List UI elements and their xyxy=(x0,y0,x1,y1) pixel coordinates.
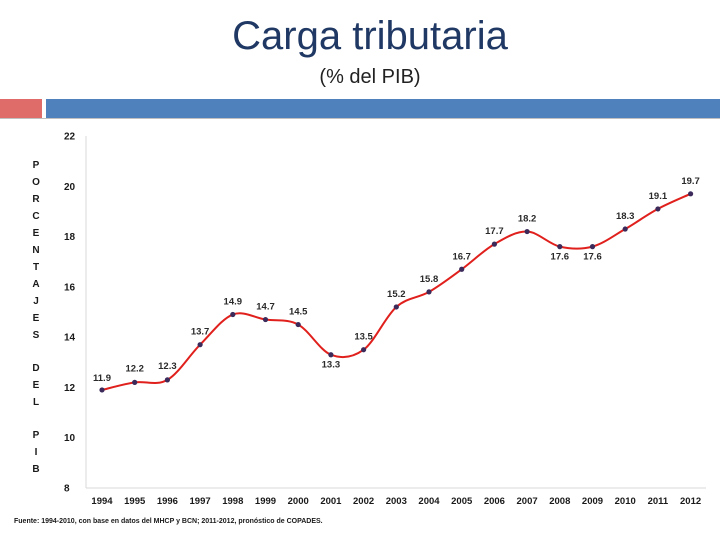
data-point xyxy=(589,244,596,250)
accent-bar-blue xyxy=(46,99,720,118)
data-point xyxy=(164,377,170,383)
data-label: 15.8 xyxy=(420,274,439,285)
x-tick-label: 2007 xyxy=(517,496,538,507)
series-markers xyxy=(99,191,694,393)
x-tick-label: 2008 xyxy=(549,496,570,507)
y-tick-label: 18 xyxy=(64,232,76,243)
page-title: Carga tributaria xyxy=(232,14,508,58)
page-subtitle: (% del PIB) xyxy=(319,66,421,88)
x-tick-label: 2000 xyxy=(288,496,309,507)
y-tick-label: 14 xyxy=(64,333,76,344)
x-tick-label: 1997 xyxy=(190,496,211,507)
data-label: 17.6 xyxy=(551,252,570,263)
data-label: 13.3 xyxy=(322,360,341,371)
data-point xyxy=(688,191,694,197)
data-label: 15.2 xyxy=(387,289,406,300)
data-label: 18.2 xyxy=(518,214,537,225)
data-label: 14.5 xyxy=(289,307,308,318)
x-tick-label: 2005 xyxy=(451,496,473,507)
data-point xyxy=(426,289,432,295)
data-label: 19.7 xyxy=(681,176,700,187)
data-point xyxy=(524,228,530,235)
y-tick-label: 12 xyxy=(64,383,76,394)
x-tick-label: 2001 xyxy=(320,496,342,507)
accent-bar-red xyxy=(0,99,42,118)
data-label: 13.7 xyxy=(191,327,210,338)
y-tick-label: 16 xyxy=(64,282,76,293)
x-tick-label: 1998 xyxy=(222,496,243,507)
data-point xyxy=(295,321,301,328)
x-tick-label: 2012 xyxy=(680,496,701,507)
data-point xyxy=(491,241,497,247)
data-point xyxy=(361,347,367,353)
data-label: 14.9 xyxy=(224,297,243,308)
y-tick-label: 22 xyxy=(64,132,76,143)
source-note: Fuente: 1994-2010, con base en datos del… xyxy=(14,518,323,525)
x-tick-label: 1996 xyxy=(157,496,178,507)
x-tick-label: 2011 xyxy=(648,496,669,507)
x-tick-label: 1995 xyxy=(124,496,146,507)
y-tick-label: 20 xyxy=(64,182,76,193)
data-labels: 11.9 12.2 12.3 13.7 14.9 14.7 14.5 13.3 13.5 15.2… xyxy=(93,176,700,384)
data-point xyxy=(230,311,236,318)
data-label: 13.5 xyxy=(354,332,373,343)
x-tick-label: 2010 xyxy=(615,496,636,507)
data-label: 17.7 xyxy=(485,226,504,237)
data-point xyxy=(459,266,465,272)
data-point xyxy=(557,244,563,250)
data-point xyxy=(132,379,138,385)
x-tick-label: 2009 xyxy=(582,496,603,507)
data-point xyxy=(622,226,628,232)
data-point xyxy=(393,304,399,310)
x-tick-label: 1999 xyxy=(255,496,276,507)
data-label: 18.3 xyxy=(616,211,635,222)
data-label: 14.7 xyxy=(256,302,275,313)
data-label: 12.2 xyxy=(125,363,144,374)
chart-axes xyxy=(85,136,706,489)
y-tick-labels: 8 10 12 14 16 18 20 22 xyxy=(64,132,76,495)
y-tick-label: 10 xyxy=(64,433,76,444)
data-point xyxy=(197,342,203,348)
data-point xyxy=(262,316,269,323)
data-point xyxy=(99,387,105,393)
data-label: 11.9 xyxy=(93,373,111,384)
x-tick-label: 2004 xyxy=(418,496,440,507)
accent-divider xyxy=(0,118,720,119)
x-tick-label: 2002 xyxy=(353,496,374,507)
x-tick-labels: 1994 1995 1996 1997 1998 1999 2000 2001 2002 2003… xyxy=(91,496,701,507)
data-point xyxy=(655,206,661,212)
data-label: 12.3 xyxy=(158,361,177,372)
y-tick-label: 8 xyxy=(64,484,70,495)
x-tick-label: 1994 xyxy=(91,496,113,507)
x-tick-label: 2006 xyxy=(484,496,505,507)
x-tick-label: 2003 xyxy=(386,496,407,507)
data-label: 16.7 xyxy=(452,251,471,262)
data-point xyxy=(328,352,334,358)
data-label: 17.6 xyxy=(583,252,602,263)
data-label: 19.1 xyxy=(649,191,668,202)
